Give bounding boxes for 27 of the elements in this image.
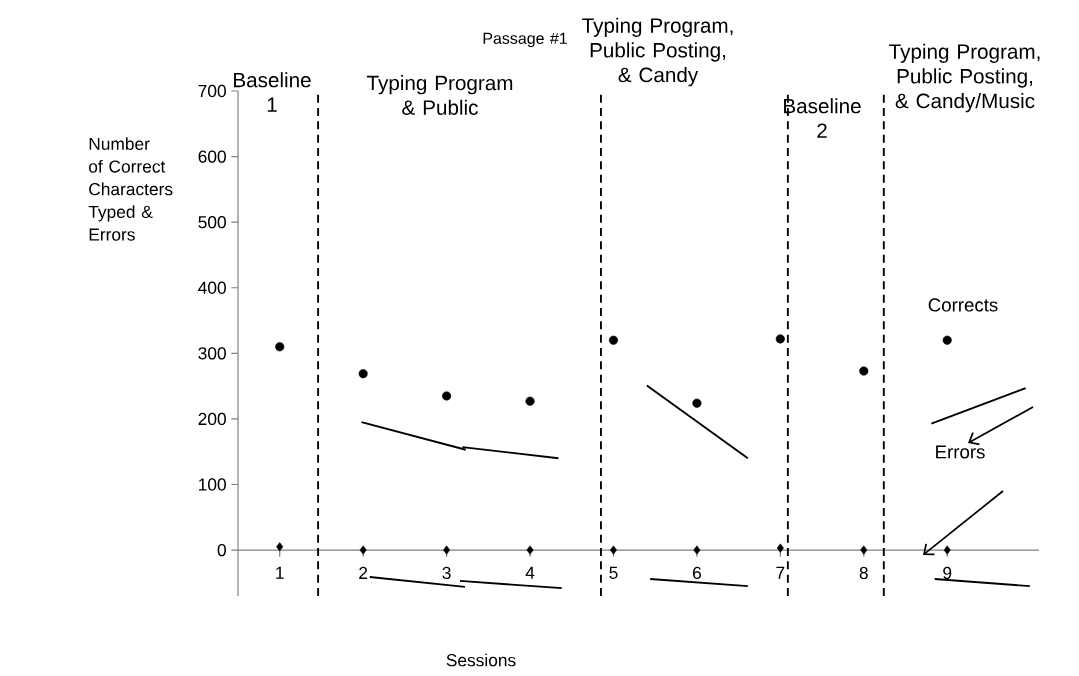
x-tick-label: 7 [776,566,785,579]
y-tick-label: 400 [198,281,226,294]
x-tick-label: 2 [359,566,368,579]
y-axis-title: Number of Correct Characters Typed & Errors [88,137,173,241]
x-tick-label: 3 [442,566,451,580]
x-tick-label: 4 [525,566,535,579]
annotation: Baseline 2 [784,98,861,138]
text: Passage #1 [483,32,567,48]
y-tick-label: 700 [198,84,226,98]
annotation: Baseline 1 [234,72,311,112]
y-tick-label: 200 [198,412,226,426]
series-label: Corrects [928,298,998,312]
x-axis-title: Sessions [446,653,516,667]
y-tick-label: 100 [199,478,226,491]
y-tick-label: 500 [198,216,226,229]
text: Typing Program, Public Posting, & Candy [582,17,733,87]
annotation: Typing Program & Public [366,75,513,115]
y-tick-label: 300 [198,347,226,360]
x-tick-label: 6 [692,566,701,580]
x-tick-label: 9 [943,566,952,580]
x-tick-label: 1 [276,566,284,579]
x-tick-label: 5 [609,566,618,579]
y-tick-label: 600 [198,150,226,163]
legend-label: Errors [936,445,985,459]
x-tick-label: 8 [859,566,868,580]
y-tick-label: 0 [217,543,226,557]
annotation: Typing Program, Public Posting, & Candy/Music [889,43,1040,113]
